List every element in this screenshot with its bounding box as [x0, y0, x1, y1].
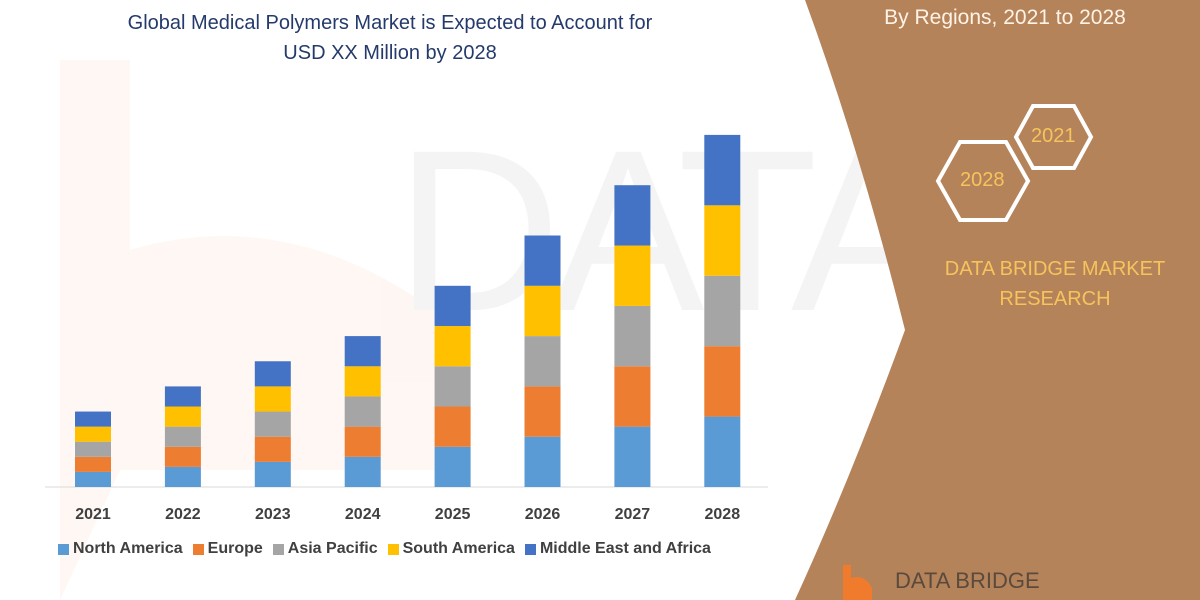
legend-label: Europe: [207, 540, 263, 557]
bar-segment-2028-north-america: [704, 416, 741, 487]
bar-segment-2026-north-america: [524, 436, 561, 487]
bar-segment-2021-south-america: [75, 426, 111, 442]
bar-segment-2025-south-america: [434, 326, 471, 367]
legend-label: North America: [73, 540, 183, 557]
hexagon-2028-icon: [935, 140, 1031, 222]
bar-segment-2024-north-america: [344, 456, 381, 487]
hexagon-2021-icon: [1013, 104, 1094, 170]
bar-segment-2024-asia-pacific: [344, 396, 381, 427]
legend: North America Europe Asia Pacific South Ame…: [58, 540, 711, 558]
bar-segment-2027-north-america: [614, 426, 651, 487]
bar-segment-2028-asia-pacific: [704, 275, 741, 347]
bars: [75, 134, 741, 487]
legend-item: Middle East and Africa: [524, 540, 711, 558]
bar-segment-2023-north-america: [254, 461, 291, 487]
bar-segment-2025-middle-east-and-africa: [434, 285, 471, 327]
hex-year-2021: 2021: [1031, 125, 1076, 147]
bar-segment-2028-south-america: [704, 205, 741, 276]
x-tick-label: 2025: [435, 506, 471, 523]
bar-segment-2024-middle-east-and-africa: [344, 336, 381, 367]
brand-line-1: DATA BRIDGE MARKET: [944, 258, 1166, 280]
legend-item: North America: [58, 540, 183, 558]
bar-segment-2023-middle-east-and-africa: [254, 361, 291, 387]
x-tick-label: 2023: [255, 506, 291, 523]
bar-segment-2022-south-america: [164, 406, 201, 427]
title-line-1: Global Medical Polymers Market is Expect…: [127, 12, 653, 34]
bar-segment-2023-europe: [254, 436, 291, 462]
bar-segment-2026-europe: [524, 386, 561, 437]
bar-segment-2025-europe: [434, 406, 471, 447]
bar-segment-2026-south-america: [524, 285, 561, 337]
bar-segment-2027-south-america: [614, 245, 651, 306]
legend-label: Asia Pacific: [287, 540, 378, 557]
legend-swatch: [524, 543, 536, 555]
legend-item: Asia Pacific: [272, 540, 378, 558]
bar-segment-2028-europe: [704, 346, 741, 417]
title-line-2: USD XX Million by 2028: [283, 42, 497, 64]
x-tick-labels: 2021 2022 2023 2024 2025 2026 2027 2028: [75, 506, 740, 523]
bar-segment-2028-middle-east-and-africa: [704, 134, 741, 206]
bar-segment-2026-middle-east-and-africa: [524, 235, 561, 286]
bar-segment-2027-europe: [614, 366, 651, 427]
legend-swatch: [58, 543, 69, 555]
x-tick-label: 2026: [525, 506, 561, 523]
bar-segment-2023-asia-pacific: [254, 411, 291, 437]
panel-subtitle: By Regions, 2021 to 2028: [884, 6, 1126, 29]
legend-swatch: [387, 543, 399, 555]
brand-line-2: RESEARCH: [999, 288, 1111, 310]
bar-segment-2027-middle-east-and-africa: [614, 185, 651, 246]
legend-label: South America: [402, 540, 515, 557]
legend-item: Europe: [192, 540, 263, 558]
bar-segment-2021-europe: [75, 456, 111, 472]
bar-segment-2023-south-america: [254, 386, 291, 412]
bar-segment-2021-asia-pacific: [75, 441, 111, 457]
footer-logo-text: DATA BRIDGE: [895, 568, 1040, 593]
hex-year-2028: 2028: [960, 169, 1005, 191]
bar-segment-2024-europe: [344, 426, 381, 457]
bar-segment-2021-north-america: [75, 471, 111, 487]
bar-segment-2022-north-america: [164, 466, 201, 487]
legend-item: South America: [387, 540, 515, 558]
bar-segment-2025-asia-pacific: [434, 366, 471, 407]
bar-segment-2027-asia-pacific: [614, 305, 651, 367]
footer-logo-icon: [843, 565, 872, 600]
bar-segment-2024-south-america: [344, 366, 381, 397]
x-tick-label: 2028: [705, 506, 741, 523]
bar-segment-2025-north-america: [434, 446, 471, 487]
bar-segment-2022-europe: [164, 446, 201, 467]
bar-segment-2022-middle-east-and-africa: [164, 386, 201, 407]
legend-label: Middle East and Africa: [539, 540, 711, 557]
bar-segment-2022-asia-pacific: [164, 426, 201, 447]
legend-swatch: [272, 543, 284, 555]
x-tick-label: 2022: [165, 506, 201, 523]
x-tick-label: 2021: [75, 506, 111, 523]
x-tick-label: 2024: [345, 506, 381, 523]
bar-segment-2021-middle-east-and-africa: [75, 411, 111, 427]
legend-swatch: [192, 543, 204, 555]
side-panel: [795, 0, 1200, 600]
chart-title: Global Medical Polymers Market is Expect…: [40, 8, 740, 68]
bar-segment-2026-asia-pacific: [524, 336, 561, 387]
brand-text: DATA BRIDGE MARKET RESEARCH: [920, 254, 1190, 314]
x-tick-label: 2027: [615, 506, 651, 523]
